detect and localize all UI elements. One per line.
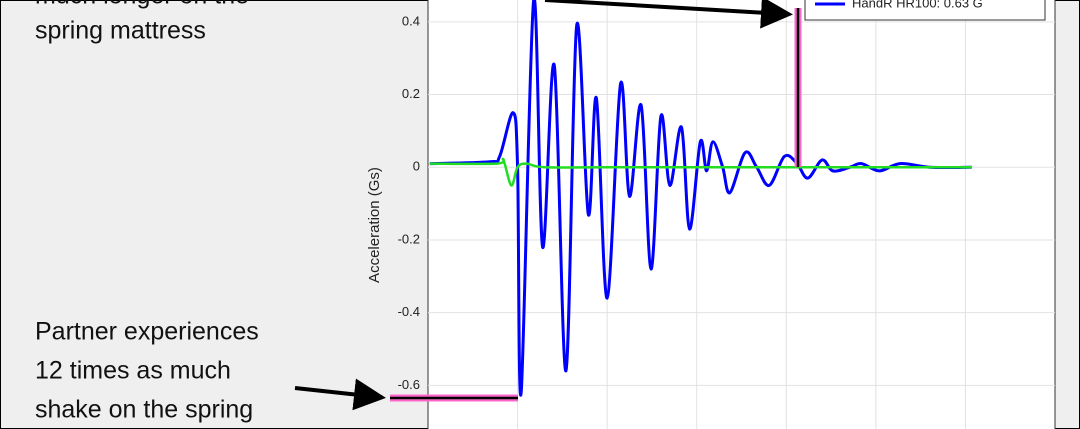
series-line bbox=[429, 157, 972, 187]
legend: HandR HR100: 0.63 G bbox=[804, 0, 1046, 21]
y-tick-label: -0.2 bbox=[398, 231, 420, 246]
arrow bbox=[544, 0, 793, 29]
y-tick-label: -0.6 bbox=[398, 377, 420, 392]
series-line bbox=[429, 0, 972, 397]
y-tick-label: 0 bbox=[413, 159, 420, 174]
grid bbox=[428, 0, 1055, 429]
legend-label: HandR HR100: 0.63 G bbox=[852, 0, 983, 10]
annotation: Partner experiences bbox=[35, 318, 259, 346]
arrow bbox=[294, 378, 386, 411]
annotation: spring mattress bbox=[35, 17, 206, 45]
annotation: much longer on the bbox=[35, 0, 249, 10]
y-tick-label: 0.2 bbox=[402, 86, 420, 101]
y-tick-label: -0.4 bbox=[398, 304, 420, 319]
lines bbox=[429, 0, 972, 397]
annotation: shake on the spring bbox=[35, 396, 253, 424]
annotation: 12 times as much bbox=[35, 357, 231, 385]
legend-box bbox=[804, 0, 1046, 21]
y-tick-label: 0.4 bbox=[402, 13, 420, 28]
y-axis-label: Acceleration (Gs) bbox=[366, 167, 383, 283]
plot-area bbox=[427, 0, 1056, 429]
